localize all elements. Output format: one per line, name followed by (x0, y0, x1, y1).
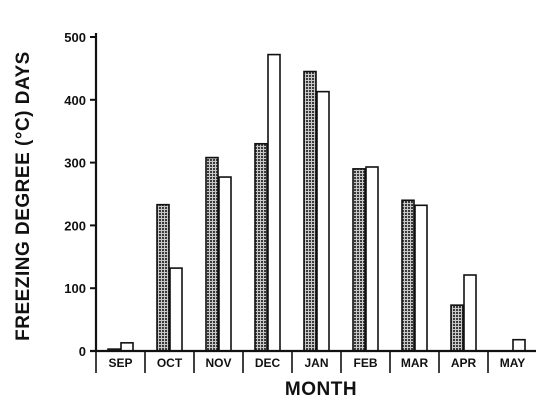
bar-dark-oct (156, 203, 170, 352)
x-tick-label-oct: OCT (157, 356, 183, 370)
x-tick-label-nov: NOV (205, 356, 231, 370)
labels-layer: 0 100 200 300 400 500 SEP OCT NOV DEC JAN FEB MAR APR… (64, 30, 525, 370)
x-tick-label-apr: APR (451, 356, 477, 370)
bar-open-apr (463, 274, 477, 352)
bar-open-may (512, 338, 526, 352)
x-tick-label-mar: MAR (401, 356, 429, 370)
bar-dark-jan (303, 70, 317, 352)
x-axis-title: MONTH (285, 379, 357, 400)
bars-layer (107, 53, 526, 352)
x-tick-label-jan: JAN (304, 356, 328, 370)
y-tick-label-100: 100 (64, 281, 86, 296)
y-tick-label-0: 0 (79, 344, 86, 359)
bar-dark-nov (205, 156, 219, 352)
y-tick-label-500: 500 (64, 30, 86, 45)
bar-dark-feb (352, 168, 366, 352)
bar-open-dec (267, 53, 281, 352)
bar-open-oct (169, 267, 183, 352)
y-axis-title: FREEZING DEGREE (°C) DAYS (13, 51, 34, 341)
bar-open-mar (414, 204, 428, 352)
y-tick-label-300: 300 (64, 156, 86, 171)
x-tick-label-dec: DEC (255, 356, 281, 370)
bar-dark-dec (254, 142, 268, 352)
x-tick-label-may: MAY (500, 356, 526, 370)
x-tick-label-feb: FEB (354, 356, 378, 370)
bar-dark-apr (450, 304, 464, 352)
bar-open-feb (365, 166, 379, 352)
axes-layer (90, 33, 536, 373)
bar-open-jan (316, 90, 330, 352)
x-tick-label-sep: SEP (108, 356, 132, 370)
y-tick-label-200: 200 (64, 218, 86, 233)
bar-open-sep (120, 342, 134, 352)
bar-dark-mar (401, 199, 415, 352)
y-tick-label-400: 400 (64, 93, 86, 108)
bar-open-nov (218, 176, 232, 352)
